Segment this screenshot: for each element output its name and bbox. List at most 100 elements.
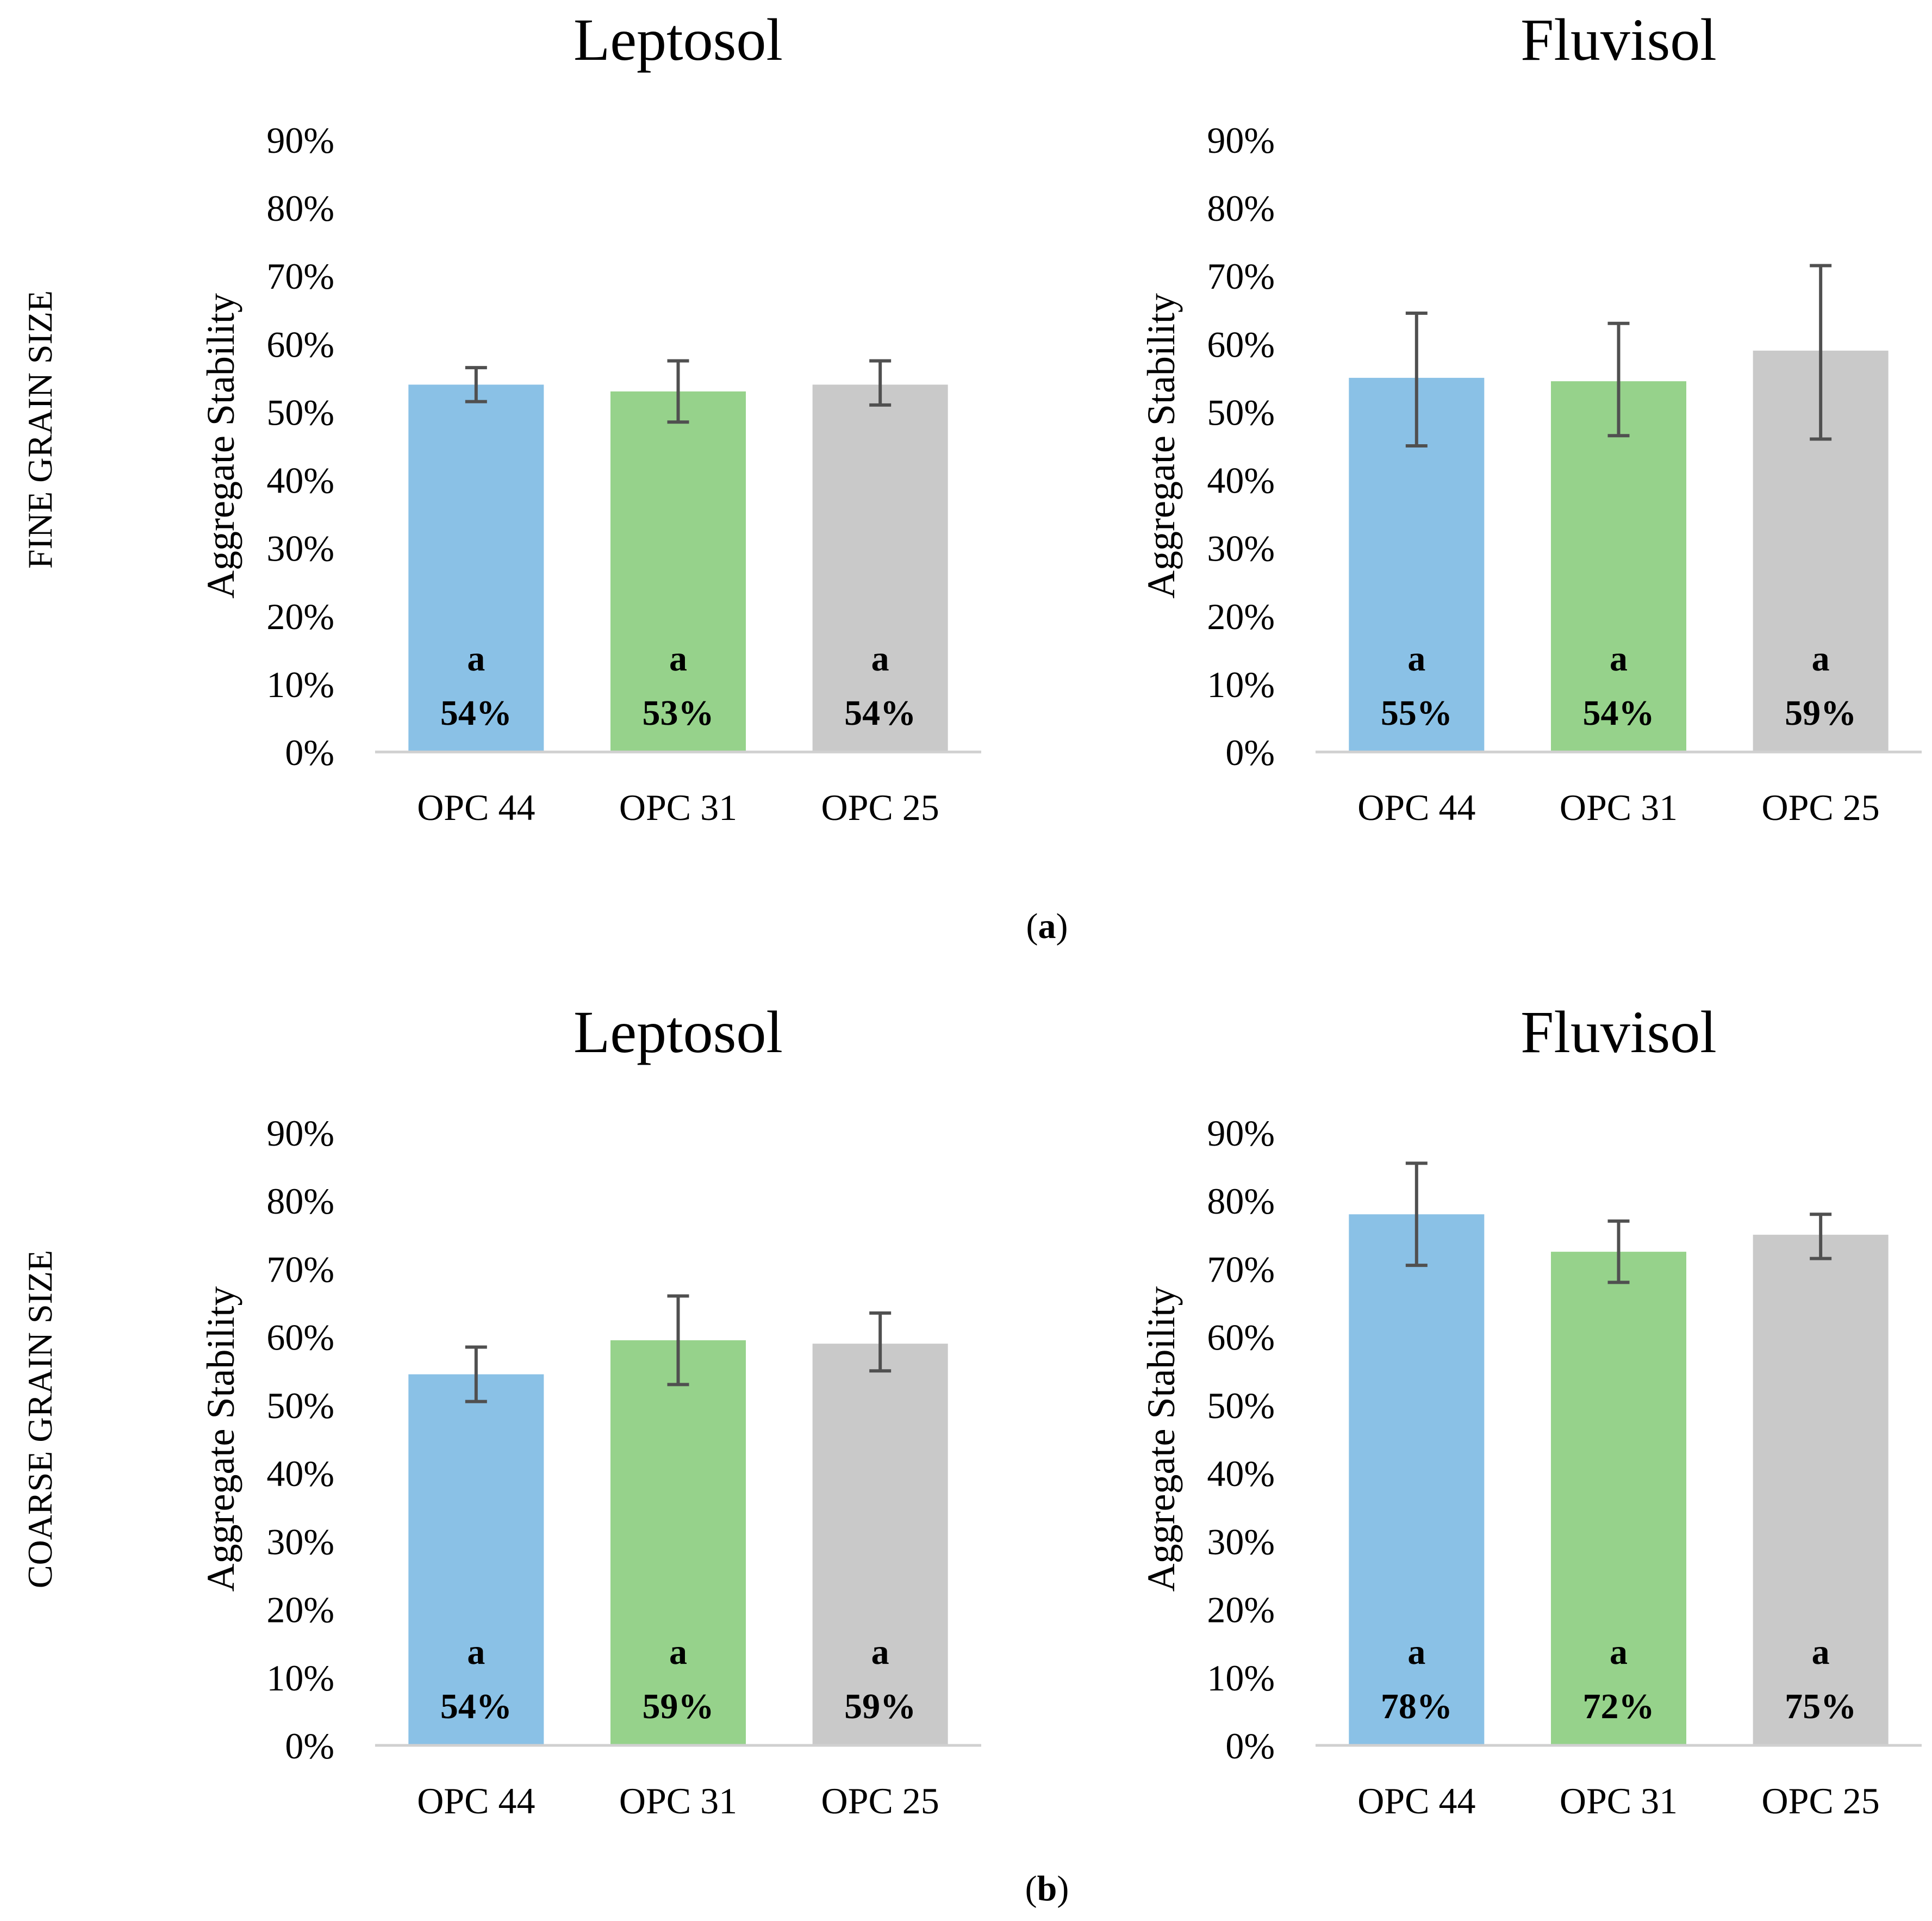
y-tick-label: 0% bbox=[1225, 1725, 1275, 1767]
chart-title: Fluvisol bbox=[1520, 7, 1717, 73]
x-tick-label: OPC 44 bbox=[1357, 787, 1475, 828]
y-tick-label: 90% bbox=[266, 120, 334, 161]
chart-title: Leptosol bbox=[574, 999, 783, 1065]
row-label-fine: FINE GRAIN SIZE bbox=[21, 290, 59, 569]
y-tick-label: 70% bbox=[1207, 256, 1275, 297]
panel-caption-a-letter: a bbox=[1038, 906, 1056, 946]
bar-opc-31 bbox=[1550, 1252, 1687, 1745]
y-tick-label: 60% bbox=[266, 1317, 334, 1358]
y-tick-label: 70% bbox=[266, 1248, 334, 1290]
chart-coarse-fluvisol: Fluvisol Aggregate Stability 0% 10% 20% 30% 40… bbox=[1139, 999, 1922, 1821]
data-label: 54% bbox=[440, 693, 512, 733]
y-tick-label: 40% bbox=[266, 1453, 334, 1494]
y-tick-label: 20% bbox=[266, 596, 334, 637]
bar-opc-25 bbox=[1753, 1234, 1889, 1745]
significance-label: a bbox=[669, 639, 687, 679]
x-tick-label: OPC 25 bbox=[1762, 1780, 1880, 1821]
x-tick-label: OPC 25 bbox=[1762, 787, 1880, 828]
y-tick-label: 40% bbox=[1207, 460, 1275, 501]
data-label: 54% bbox=[1583, 693, 1655, 733]
data-label: 54% bbox=[440, 1687, 512, 1726]
y-tick-label: 10% bbox=[1207, 1657, 1275, 1699]
y-tick-label: 50% bbox=[266, 1385, 334, 1426]
bar-opc-31 bbox=[1550, 381, 1687, 752]
y-tick-label: 0% bbox=[285, 1725, 334, 1767]
charts-group: Leptosol Aggregate Stability 0% 10% 20% 30% 40… bbox=[199, 7, 1922, 1821]
data-label: 59% bbox=[1785, 693, 1856, 733]
panel-caption-b: (b) bbox=[1025, 1869, 1069, 1908]
significance-label: a bbox=[467, 1632, 485, 1672]
y-tick-label: 80% bbox=[1207, 1180, 1275, 1222]
significance-label: a bbox=[1407, 639, 1425, 679]
significance-label: a bbox=[1812, 639, 1830, 679]
y-tick-label: 80% bbox=[266, 188, 334, 229]
bar-opc-44 bbox=[1349, 1214, 1485, 1745]
y-axis-label: Aggregate Stability bbox=[1139, 1286, 1183, 1592]
y-tick-label: 20% bbox=[1207, 596, 1275, 637]
x-tick-label: OPC 25 bbox=[821, 1780, 939, 1821]
significance-label: a bbox=[871, 1632, 889, 1672]
y-tick-label: 40% bbox=[1207, 1453, 1275, 1494]
y-tick-label: 70% bbox=[266, 256, 334, 297]
chart-fine-fluvisol: Fluvisol Aggregate Stability 0% 10% 20% 30% 40… bbox=[1139, 7, 1922, 828]
data-label: 55% bbox=[1381, 693, 1453, 733]
data-label: 59% bbox=[643, 1687, 714, 1726]
y-tick-label: 50% bbox=[1207, 391, 1275, 433]
y-tick-label: 20% bbox=[266, 1589, 334, 1631]
y-tick-label: 10% bbox=[1207, 664, 1275, 705]
x-tick-label: OPC 31 bbox=[619, 1780, 737, 1821]
y-tick-label: 80% bbox=[266, 1180, 334, 1222]
significance-label: a bbox=[1610, 1632, 1628, 1672]
y-tick-label: 50% bbox=[1207, 1385, 1275, 1426]
y-tick-label: 0% bbox=[1225, 732, 1275, 773]
y-tick-label: 90% bbox=[1207, 1112, 1275, 1154]
x-tick-label: OPC 44 bbox=[1357, 1780, 1475, 1821]
y-axis-label: Aggregate Stability bbox=[199, 293, 242, 599]
y-tick-label: 10% bbox=[266, 1657, 334, 1699]
data-label: 59% bbox=[844, 1687, 916, 1726]
bar-opc-31 bbox=[610, 391, 746, 752]
y-tick-label: 60% bbox=[1207, 324, 1275, 365]
significance-label: a bbox=[1610, 639, 1628, 679]
x-tick-label: OPC 31 bbox=[1560, 787, 1678, 828]
x-tick-label: OPC 31 bbox=[1560, 1780, 1678, 1821]
y-tick-label: 30% bbox=[1207, 528, 1275, 569]
data-label: 78% bbox=[1381, 1687, 1453, 1726]
x-tick-label: OPC 25 bbox=[821, 787, 939, 828]
x-tick-label: OPC 31 bbox=[619, 787, 737, 828]
y-tick-label: 30% bbox=[266, 1521, 334, 1562]
y-tick-label: 30% bbox=[1207, 1521, 1275, 1562]
chart-fine-leptosol: Leptosol Aggregate Stability 0% 10% 20% 30% 40… bbox=[199, 7, 981, 828]
significance-label: a bbox=[1407, 1632, 1425, 1672]
y-tick-label: 80% bbox=[1207, 188, 1275, 229]
chart-title: Fluvisol bbox=[1520, 999, 1717, 1065]
y-tick-label: 10% bbox=[266, 664, 334, 705]
x-tick-label: OPC 44 bbox=[417, 1780, 535, 1821]
chart-coarse-leptosol: Leptosol Aggregate Stability 0% 10% 20% 30% 40… bbox=[199, 999, 981, 1821]
x-tick-label: OPC 44 bbox=[417, 787, 535, 828]
significance-label: a bbox=[669, 1632, 687, 1672]
bar-opc-25 bbox=[812, 384, 948, 752]
bar-opc-44 bbox=[408, 1374, 544, 1745]
significance-label: a bbox=[871, 639, 889, 679]
data-label: 53% bbox=[643, 693, 714, 733]
y-tick-label: 50% bbox=[266, 391, 334, 433]
panel-caption-a: (a) bbox=[1026, 906, 1068, 946]
bar-opc-31 bbox=[610, 1340, 746, 1745]
row-label-coarse: COARSE GRAIN SIZE bbox=[21, 1250, 59, 1588]
y-tick-label: 90% bbox=[266, 1112, 334, 1154]
y-axis-label: Aggregate Stability bbox=[1139, 293, 1183, 599]
bar-opc-25 bbox=[812, 1344, 948, 1745]
y-tick-label: 70% bbox=[1207, 1248, 1275, 1290]
y-tick-label: 20% bbox=[1207, 1589, 1275, 1631]
panel-caption-b-letter: b bbox=[1037, 1869, 1057, 1908]
y-tick-label: 0% bbox=[285, 732, 334, 773]
bar-opc-44 bbox=[408, 384, 544, 752]
significance-label: a bbox=[467, 639, 485, 679]
y-tick-label: 40% bbox=[266, 460, 334, 501]
chart-title: Leptosol bbox=[574, 7, 783, 73]
data-label: 75% bbox=[1785, 1687, 1856, 1726]
y-tick-label: 60% bbox=[266, 324, 334, 365]
y-tick-label: 90% bbox=[1207, 120, 1275, 161]
